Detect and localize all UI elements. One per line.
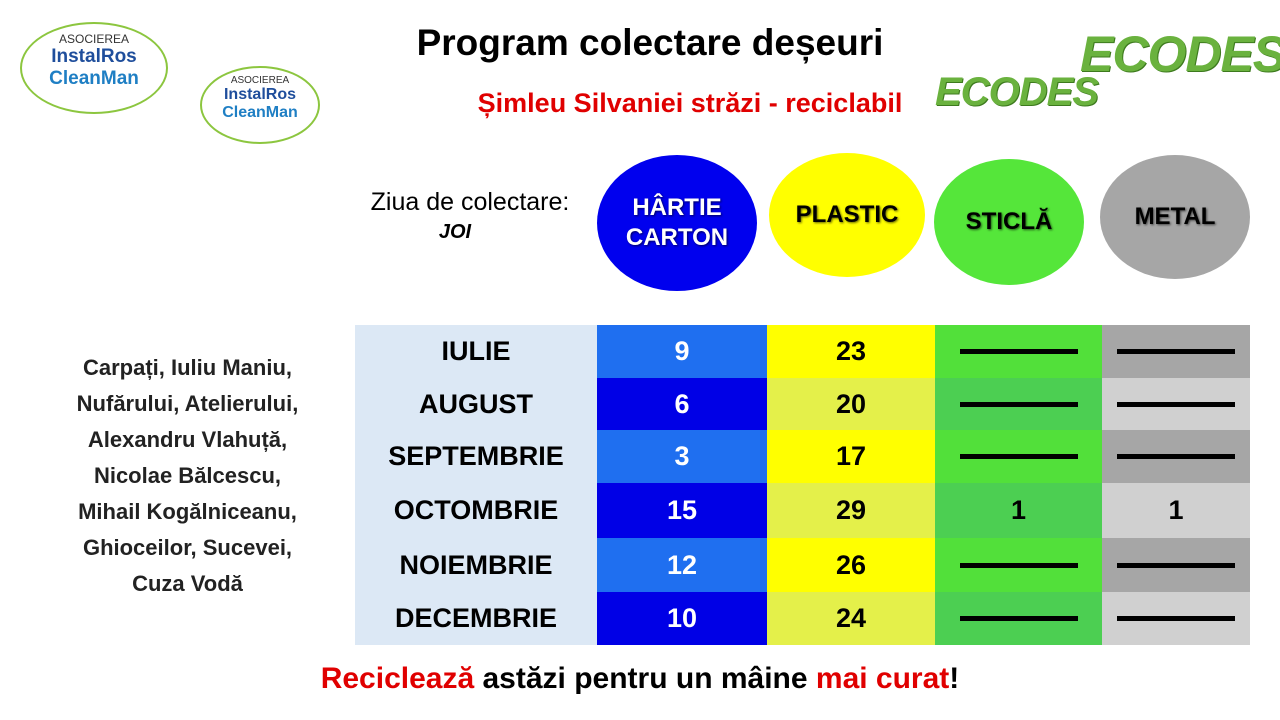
waste-label-line: CARTON [625, 224, 729, 251]
waste-label: PLASTIC [796, 200, 899, 230]
dash [1117, 562, 1235, 568]
month-cell: SEPTEMBRIE [355, 430, 597, 483]
day-value: JOI [438, 221, 472, 243]
table-cell [935, 430, 1102, 483]
logo-text: ASOCIEREA [230, 75, 290, 86]
street-line: Carpați, Iuliu Maniu, [82, 355, 292, 380]
dash [959, 401, 1078, 407]
date-cell: 23 [767, 325, 935, 378]
dash [1117, 401, 1235, 407]
table-cell [935, 538, 1102, 592]
footer-text: ! [949, 662, 960, 695]
month-cell: NOIEMBRIE [355, 538, 597, 592]
footer: Reciclează astăzi pentru un mâine mai cu… [0, 662, 1280, 696]
date-cell: 1 [935, 483, 1102, 538]
logo-large: ASOCIEREA InstalRos CleanMan [20, 22, 168, 114]
footer-text: Reciclează [320, 662, 475, 695]
waste-type: PLASTIC [769, 153, 925, 277]
waste-label-line: STICLĂ [965, 208, 1053, 235]
subtitle: Șimleu Silvaniei străzi - reciclabil [477, 88, 903, 118]
table-cell [935, 592, 1102, 645]
dash [1117, 454, 1235, 459]
logo-text: InstalRos [223, 86, 296, 103]
waste-type: STICLĂ [934, 159, 1084, 285]
dash [959, 562, 1078, 568]
ecodes-logo: ECODES [935, 70, 1099, 114]
dash [1117, 616, 1235, 621]
month-cell: IULIE [355, 325, 597, 378]
street-line: Alexandru Vlahuță, [87, 427, 288, 452]
month-cell: AUGUST [355, 378, 597, 430]
month-cell: OCTOMBRIE [355, 483, 597, 538]
waste-type: METAL [1100, 155, 1250, 279]
date-cell: 12 [597, 538, 767, 592]
date-cell: 29 [767, 483, 935, 538]
waste-label-line: METAL [1134, 203, 1216, 230]
table-cell [1102, 325, 1250, 378]
waste-label-line: HÂRTIE [632, 194, 722, 221]
logo-text: ASOCIEREA [58, 32, 130, 46]
waste-type: HÂRTIE CARTON [597, 155, 757, 291]
logo-text: InstalRos [51, 46, 137, 67]
footer-text: astăzi pentru un mâine [474, 662, 816, 695]
date-cell: 20 [767, 378, 935, 430]
waste-label-line: PLASTIC [795, 201, 899, 228]
date-cell: 1 [1102, 483, 1250, 538]
table-cell [935, 378, 1102, 430]
logo-text: CleanMan [222, 104, 298, 121]
dash [959, 616, 1078, 621]
date-cell: 15 [597, 483, 767, 538]
footer-text: mai curat [815, 662, 950, 695]
date-cell: 26 [767, 538, 935, 592]
date-cell: 10 [597, 592, 767, 645]
street-line: Nicolae Bălcescu, [93, 463, 282, 488]
date-cell: 24 [767, 592, 935, 645]
street-line: Nufărului, Atelierului, [76, 391, 299, 416]
dash [959, 454, 1078, 459]
streets: Carpați, Iuliu Maniu, Nufărului, Atelieru… [20, 350, 355, 602]
date-cell: 3 [597, 430, 767, 483]
street-line: Ghioceilor, Sucevei, [82, 535, 293, 560]
date-cell: 17 [767, 430, 935, 483]
street-line: Mihail Kogălniceanu, [78, 499, 297, 524]
date-cell: 9 [597, 325, 767, 378]
month-cell: DECEMBRIE [355, 592, 597, 645]
collection-day: Ziua de colectare: JOI [340, 188, 600, 244]
logo-text: CleanMan [49, 68, 139, 89]
waste-label: HÂRTIE CARTON [626, 193, 728, 253]
street-line: Cuza Vodă [132, 571, 243, 596]
date-cell: 6 [597, 378, 767, 430]
title: Program colectare deșeuri [416, 22, 884, 63]
dash [1117, 349, 1235, 354]
waste-label: STICLĂ [966, 207, 1053, 237]
table-cell [1102, 592, 1250, 645]
logo-small: ASOCIEREA InstalRos CleanMan [200, 66, 320, 144]
table-cell [1102, 430, 1250, 483]
table-cell [935, 325, 1102, 378]
ecodes-logo: ECODES [1080, 26, 1280, 82]
table-cell [1102, 378, 1250, 430]
waste-label: METAL [1135, 202, 1216, 232]
day-label: Ziua de colectare: [370, 188, 570, 216]
dash [959, 349, 1078, 354]
table-cell [1102, 538, 1250, 592]
